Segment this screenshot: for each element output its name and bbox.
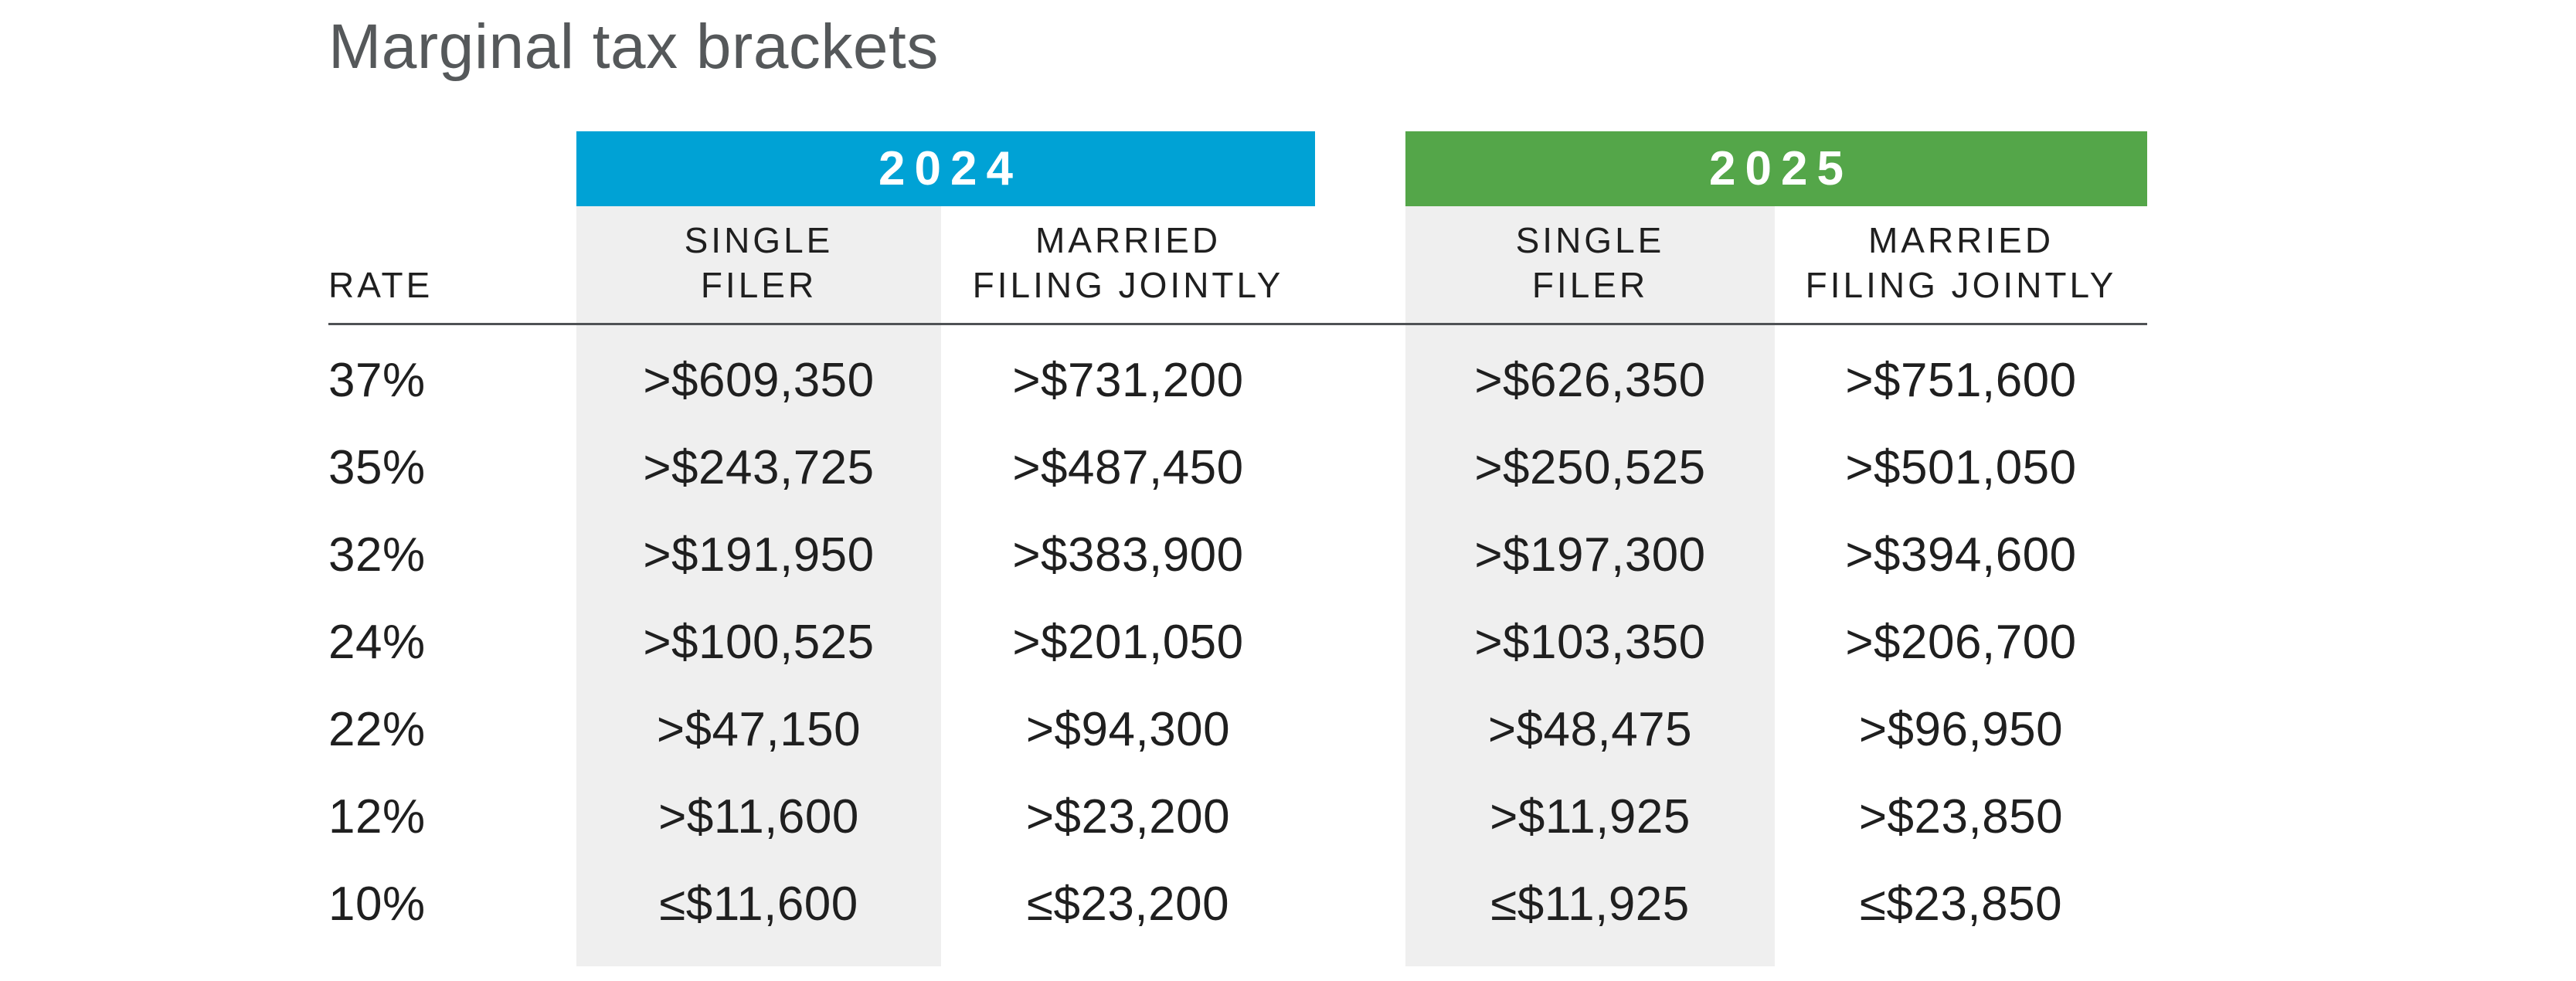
single-filer-2024-cell: >$191,950 <box>576 511 941 599</box>
single-filer-2024-cell: ≤$11,600 <box>576 860 941 948</box>
rate-cell: 24% <box>328 616 426 669</box>
rate-cell: 22% <box>328 703 426 756</box>
year-label-2024: 2024 <box>878 142 1022 195</box>
single-filer-header-2024: SINGLE FILER <box>576 206 941 325</box>
single-filer-2024-cell: >$243,725 <box>576 424 941 511</box>
year-group-gap <box>1315 206 1405 325</box>
stripe-spacer-2024 <box>576 325 941 337</box>
single-filer-2025-cell: >$250,525 <box>1405 424 1775 511</box>
married-jointly-2025-cell: >$206,700 <box>1845 616 2077 669</box>
married-jointly-2025-cell: >$501,050 <box>1845 441 2077 494</box>
tax-brackets-table: 2024 2025 RATE SINGLE FILER MARRIED FILI… <box>328 131 2147 966</box>
married-jointly-2024-cell: >$23,200 <box>1025 790 1231 844</box>
single-filer-2024-cell: >$47,150 <box>576 686 941 773</box>
stripe-footer-2024 <box>576 948 941 966</box>
single-filer-2024-cell: >$100,525 <box>576 599 941 686</box>
stripe-spacer-2025 <box>1405 325 1775 337</box>
married-jointly-2025-cell: >$96,950 <box>1858 703 2064 756</box>
married-jointly-2024-cell: >$94,300 <box>1025 703 1231 756</box>
married-jointly-2025-cell: >$751,600 <box>1845 354 2077 407</box>
rate-cell: 10% <box>328 877 426 931</box>
married-header-line1: MARRIED <box>1035 220 1222 260</box>
single-filer-2025-cell: ≤$11,925 <box>1405 860 1775 948</box>
rate-header-label: RATE <box>328 265 433 305</box>
married-header-line2: FILING JOINTLY <box>1805 265 2117 305</box>
rate-column-header: RATE <box>328 206 576 325</box>
rate-cell: 35% <box>328 441 426 494</box>
single-filer-2024-cell: >$11,600 <box>576 773 941 860</box>
married-jointly-2024-cell: ≤$23,200 <box>1026 877 1230 931</box>
single-filer-2025-cell: >$103,350 <box>1405 599 1775 686</box>
single-filer-2025-cell: >$48,475 <box>1405 686 1775 773</box>
married-header-line2: FILING JOINTLY <box>972 265 1284 305</box>
single-filer-2025-cell: >$197,300 <box>1405 511 1775 599</box>
married-filing-jointly-header-2025: MARRIED FILING JOINTLY <box>1775 206 2147 325</box>
single-header-line2: FILER <box>1531 265 1649 305</box>
married-header-line1: MARRIED <box>1867 220 2054 260</box>
single-header-line2: FILER <box>700 265 817 305</box>
single-filer-header-2025: SINGLE FILER <box>1405 206 1775 325</box>
single-header-line1: SINGLE <box>684 220 834 260</box>
single-header-line1: SINGLE <box>1515 220 1665 260</box>
married-jointly-2025-cell: ≤$23,850 <box>1859 877 2063 931</box>
rate-cell: 32% <box>328 528 426 582</box>
single-filer-2025-cell: >$626,350 <box>1405 337 1775 424</box>
married-jointly-2024-cell: >$731,200 <box>1012 354 1244 407</box>
rate-cell: 37% <box>328 354 426 407</box>
married-jointly-2024-cell: >$487,450 <box>1012 441 1244 494</box>
rate-cell: 12% <box>328 790 426 844</box>
figure-title: Marginal tax brackets <box>328 12 939 82</box>
year-band-2024: 2024 <box>576 131 1315 206</box>
married-filing-jointly-header-2024: MARRIED FILING JOINTLY <box>941 206 1315 325</box>
married-jointly-2025-cell: >$394,600 <box>1845 528 2077 582</box>
married-jointly-2024-cell: >$383,900 <box>1012 528 1244 582</box>
year-label-2025: 2025 <box>1709 142 1853 195</box>
single-filer-2025-cell: >$11,925 <box>1405 773 1775 860</box>
stripe-footer-2025 <box>1405 948 1775 966</box>
married-jointly-2024-cell: >$201,050 <box>1012 616 1244 669</box>
single-filer-2024-cell: >$609,350 <box>576 337 941 424</box>
year-band-2025: 2025 <box>1405 131 2147 206</box>
married-jointly-2025-cell: >$23,850 <box>1858 790 2064 844</box>
